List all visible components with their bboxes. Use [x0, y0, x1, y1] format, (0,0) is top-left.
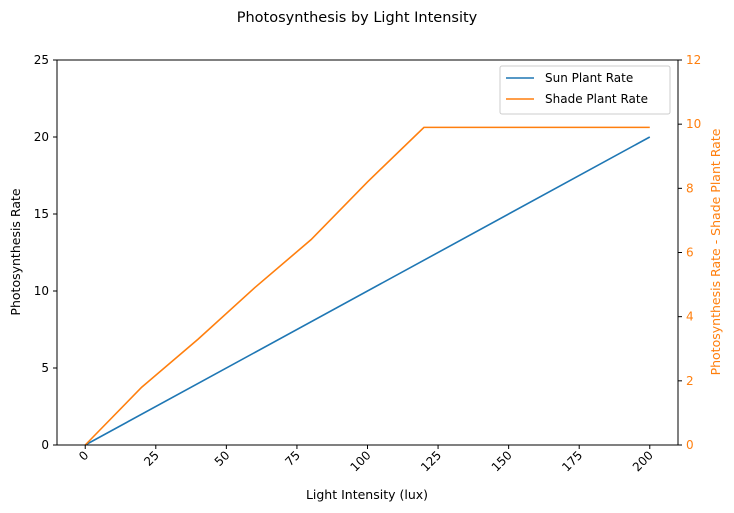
x-tick-label: 100 — [348, 448, 374, 474]
x-tick-label: 0 — [76, 448, 91, 463]
x-tick-label: 175 — [559, 448, 585, 474]
x-tick-label: 50 — [212, 448, 233, 469]
y-axis-label: Photosynthesis Rate — [8, 188, 23, 315]
plot-frame — [56, 59, 679, 446]
y-tick-label: 5 — [41, 361, 49, 375]
y2-tick-label: 0 — [686, 438, 694, 452]
y2-tick-label: 12 — [686, 53, 701, 67]
y-axis: 0 5 10 15 20 25 — [34, 53, 57, 452]
legend-label-1: Sun Plant Rate — [545, 71, 633, 85]
legend: Sun Plant Rate Shade Plant Rate — [499, 65, 671, 115]
x-axis-label: Light Intensity (lux) — [306, 487, 428, 502]
legend-items: Sun Plant Rate Shade Plant Rate — [506, 71, 648, 106]
x-tick-label: 25 — [141, 448, 162, 469]
series-line-1 — [84, 136, 651, 446]
plot-lines — [84, 126, 651, 446]
y-tick-label: 15 — [34, 207, 49, 221]
x-axis: 0 25 50 75 100 125 150 175 200 — [76, 445, 656, 474]
y2-tick-label: 8 — [686, 181, 694, 195]
y-tick-label: 25 — [34, 53, 49, 67]
y2-tick-label: 6 — [686, 246, 694, 260]
y-tick-label: 10 — [34, 284, 49, 298]
y2-tick-label: 2 — [686, 374, 694, 388]
x-tick-label: 200 — [630, 448, 656, 474]
y2-axis: 0 2 4 6 8 10 12 — [678, 53, 701, 452]
y-tick-label: 20 — [34, 130, 49, 144]
x-tick-label: 125 — [418, 448, 444, 474]
y-tick-label: 0 — [41, 438, 49, 452]
chart-title: Photosynthesis by Light Intensity — [237, 10, 478, 26]
legend-box — [499, 65, 671, 115]
y2-tick-label: 10 — [686, 117, 701, 131]
y2-axis-label: Photosynthesis Rate - Shade Plant Rate — [708, 128, 723, 375]
series-line-2 — [84, 126, 650, 446]
x-tick-label: 75 — [282, 448, 303, 469]
x-tick-label: 150 — [489, 448, 515, 474]
y2-tick-label: 4 — [686, 310, 694, 324]
legend-label-2: Shade Plant Rate — [545, 92, 648, 106]
